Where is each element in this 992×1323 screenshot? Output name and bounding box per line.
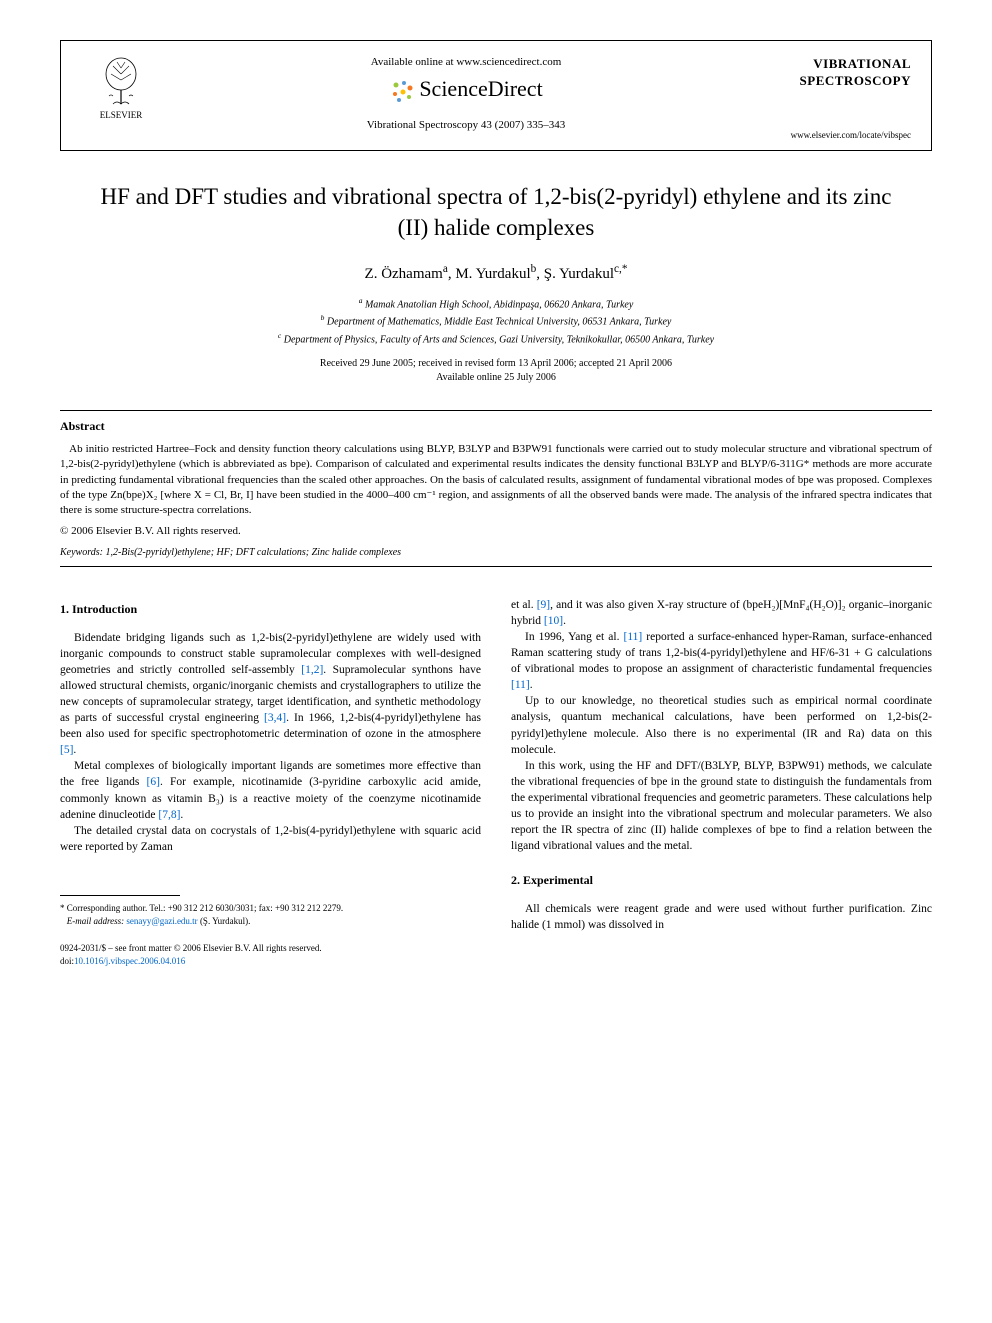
doi-link[interactable]: 10.1016/j.vibspec.2006.04.016	[74, 956, 185, 966]
two-column-body: 1. Introduction Bidendate bridging ligan…	[60, 597, 932, 967]
article-title: HF and DFT studies and vibrational spect…	[100, 181, 892, 243]
intro-para-3: The detailed crystal data on cocrystals …	[60, 823, 481, 855]
affiliation-b: b Department of Mathematics, Middle East…	[60, 312, 932, 329]
keywords-line: Keywords: 1,2-Bis(2-pyridyl)ethylene; HF…	[60, 547, 932, 558]
ref-link[interactable]: [6]	[147, 776, 160, 788]
article-dates: Received 29 June 2005; received in revis…	[60, 357, 932, 385]
footnote-divider	[60, 895, 180, 896]
author-3: Ş. Yurdakulc,*	[544, 266, 628, 282]
footer-doi: doi:10.1016/j.vibspec.2006.04.016	[60, 955, 481, 968]
divider-top	[60, 410, 932, 411]
authors-line: Z. Özhamama, M. Yurdakulb, Ş. Yurdakulc,…	[60, 263, 932, 283]
author-1: Z. Özhamama	[365, 266, 448, 282]
footer-block: 0924-2031/$ – see front matter © 2006 El…	[60, 942, 481, 967]
journal-url: www.elsevier.com/locate/vibspec	[771, 130, 911, 140]
right-column: et al. [9], and it was also given X-ray …	[511, 597, 932, 967]
header-top-row: ELSEVIER Available online at www.science…	[81, 56, 911, 140]
email-label: E-mail address:	[67, 916, 124, 926]
keywords-text: 1,2-Bis(2-pyridyl)ethylene; HF; DFT calc…	[103, 547, 401, 558]
available-online-text: Available online at www.sciencedirect.co…	[161, 56, 771, 68]
footer-issn: 0924-2031/$ – see front matter © 2006 El…	[60, 942, 481, 955]
email-link[interactable]: senayy@gazi.edu.tr	[126, 916, 197, 926]
email-line: E-mail address: senayy@gazi.edu.tr (Ş. Y…	[60, 915, 481, 928]
section-1-heading: 1. Introduction	[60, 601, 481, 618]
ref-link[interactable]: [1,2]	[301, 664, 323, 676]
ref-link[interactable]: [10]	[544, 615, 563, 627]
sciencedirect-icon	[389, 78, 415, 104]
ref-link[interactable]: [5]	[60, 744, 73, 756]
corresponding-author-footnote: * Corresponding author. Tel.: +90 312 21…	[60, 902, 481, 927]
intro-para-1: Bidendate bridging ligands such as 1,2-b…	[60, 630, 481, 759]
elsevier-label: ELSEVIER	[81, 110, 161, 120]
abstract-heading: Abstract	[60, 419, 932, 434]
ref-link[interactable]: [7,8]	[158, 809, 180, 821]
divider-bottom	[60, 566, 932, 567]
sciencedirect-text: ScienceDirect	[419, 76, 542, 101]
journal-title: VIBRATIONAL SPECTROSCOPY	[771, 56, 911, 90]
keywords-label: Keywords:	[60, 547, 103, 558]
intro-para-2: Metal complexes of biologically importan…	[60, 758, 481, 822]
dates-received: Received 29 June 2005; received in revis…	[60, 357, 932, 371]
header-box: ELSEVIER Available online at www.science…	[60, 40, 932, 151]
dates-online: Available online 25 July 2006	[60, 371, 932, 385]
sciencedirect-logo: ScienceDirect	[161, 76, 771, 104]
section-2-heading: 2. Experimental	[511, 872, 932, 889]
left-column: 1. Introduction Bidendate bridging ligan…	[60, 597, 481, 967]
ref-link[interactable]: [9]	[537, 599, 550, 611]
email-name: (Ş. Yurdakul).	[200, 916, 250, 926]
intro-para-7: In this work, using the HF and DFT/(B3LY…	[511, 758, 932, 855]
affiliation-a: a Mamak Anatolian High School, Abidinpaş…	[60, 295, 932, 312]
center-header: Available online at www.sciencedirect.co…	[161, 56, 771, 131]
ref-link[interactable]: [3,4]	[264, 712, 286, 724]
ref-link[interactable]: [11]	[511, 679, 530, 691]
elsevier-tree-icon	[99, 56, 144, 106]
intro-para-6: Up to our knowledge, no theoretical stud…	[511, 693, 932, 757]
affiliations: a Mamak Anatolian High School, Abidinpaş…	[60, 295, 932, 347]
exp-para-1: All chemicals were reagent grade and wer…	[511, 901, 932, 933]
corresponding-text: * Corresponding author. Tel.: +90 312 21…	[60, 902, 481, 915]
abstract-copyright: © 2006 Elsevier B.V. All rights reserved…	[60, 525, 932, 537]
journal-logo-block: VIBRATIONAL SPECTROSCOPY www.elsevier.co…	[771, 56, 911, 140]
intro-para-5: In 1996, Yang et al. [11] reported a sur…	[511, 629, 932, 693]
journal-reference: Vibrational Spectroscopy 43 (2007) 335–3…	[161, 119, 771, 131]
elsevier-logo: ELSEVIER	[81, 56, 161, 120]
author-2: M. Yurdakulb	[455, 266, 536, 282]
abstract-text: Ab initio restricted Hartree–Fock and de…	[60, 442, 932, 519]
intro-para-4: et al. [9], and it was also given X-ray …	[511, 597, 932, 629]
ref-link[interactable]: [11]	[624, 631, 643, 643]
affiliation-c: c Department of Physics, Faculty of Arts…	[60, 330, 932, 347]
